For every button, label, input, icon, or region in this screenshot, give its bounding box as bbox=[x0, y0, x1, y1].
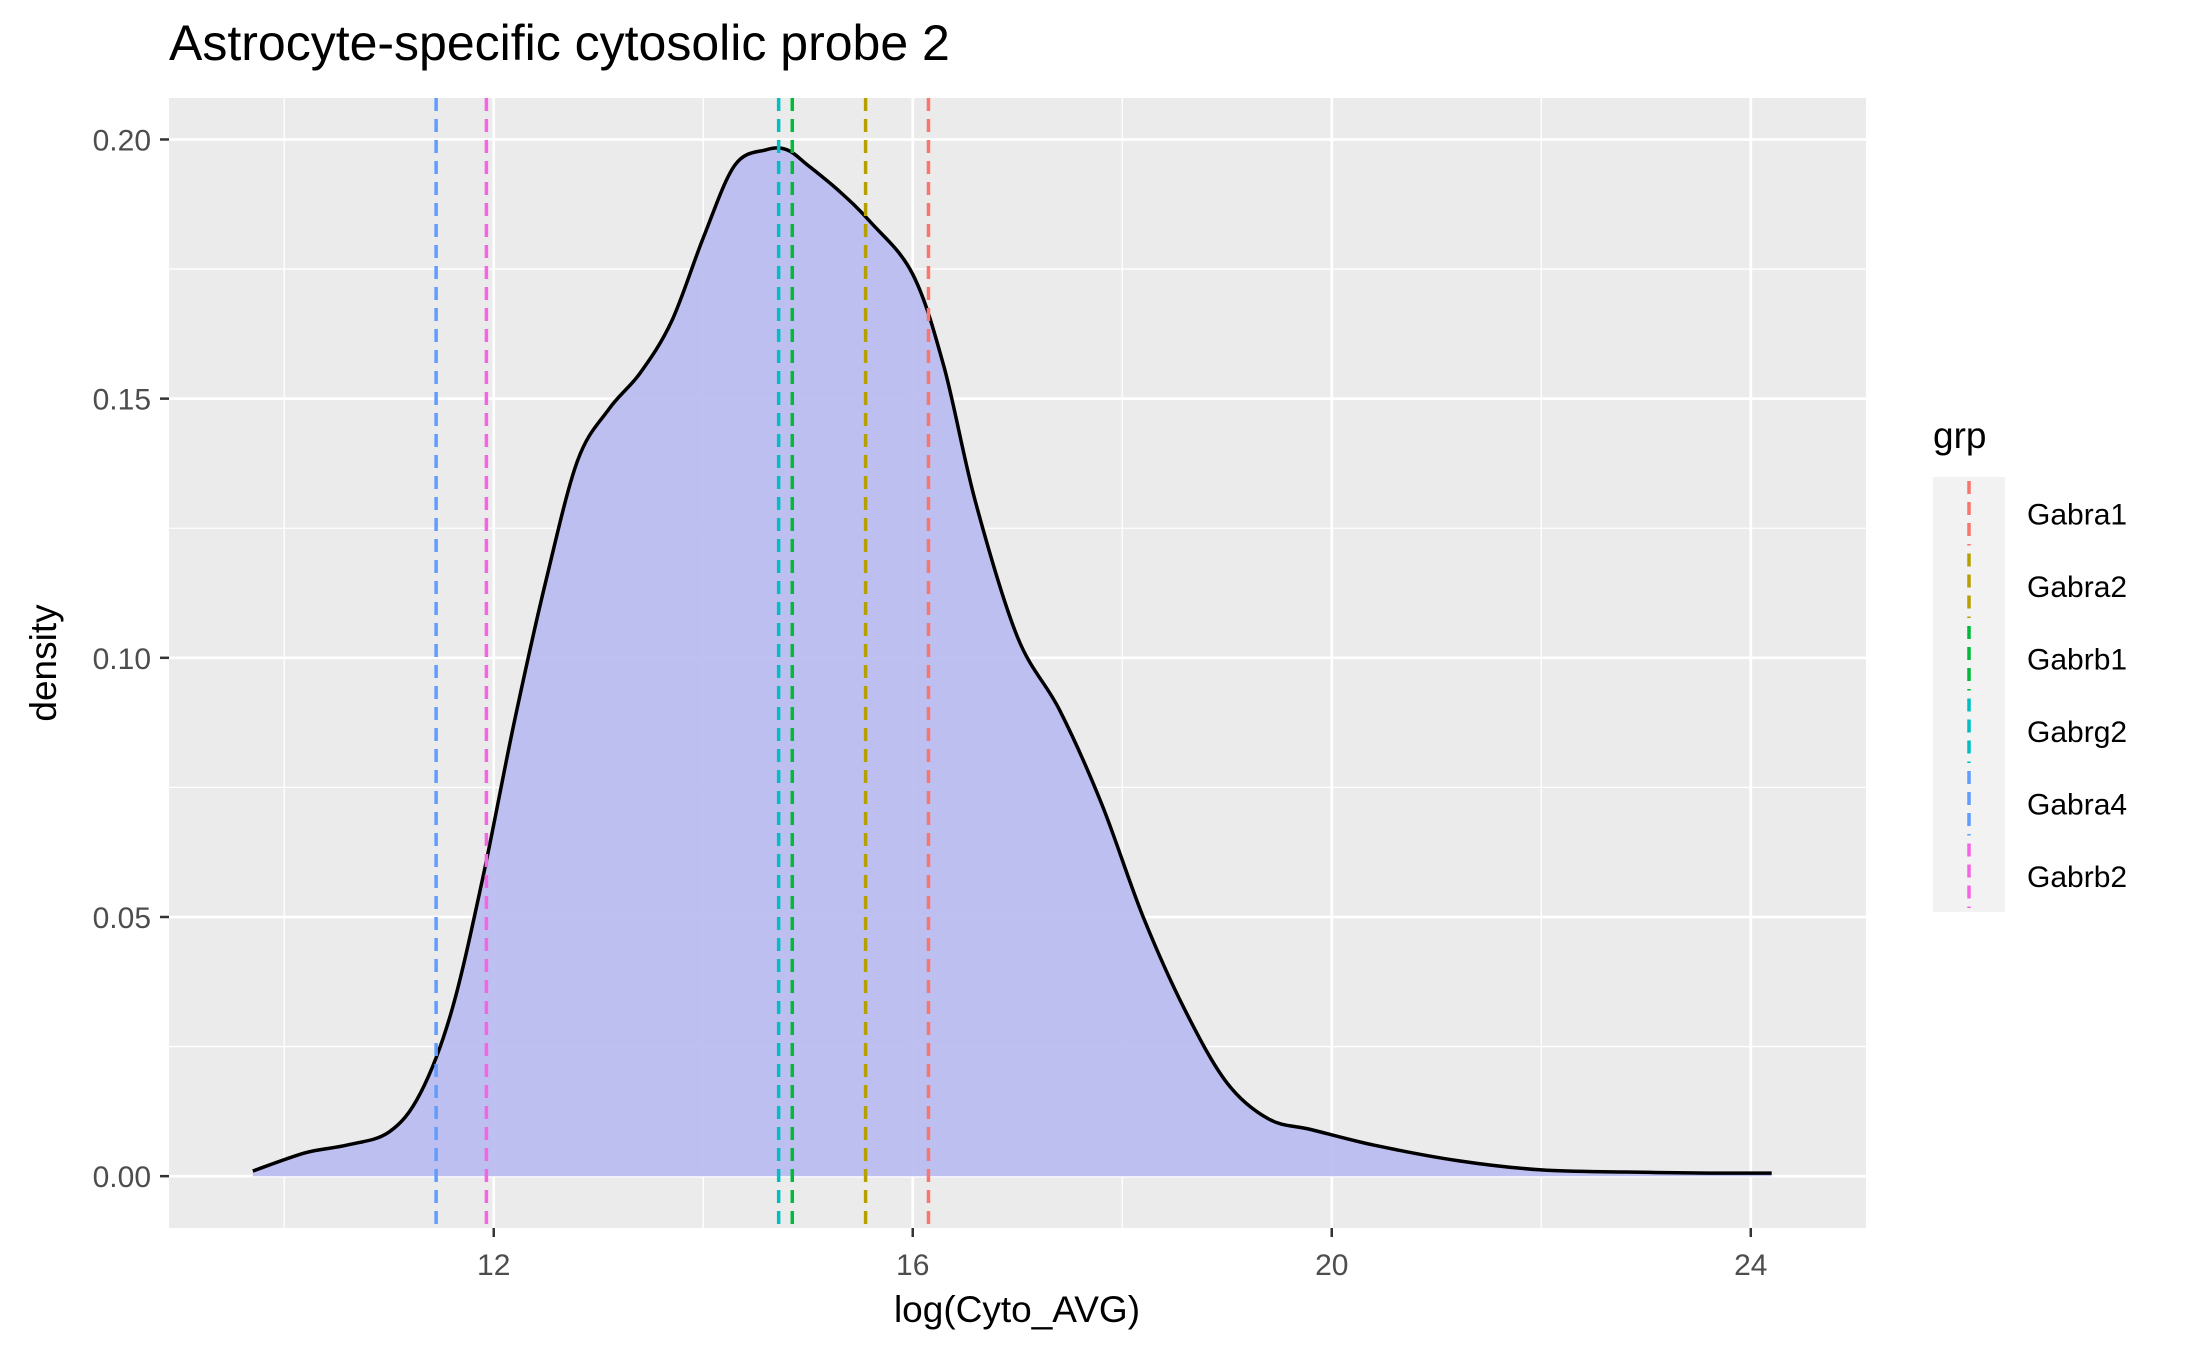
x-axis-title: log(Cyto_AVG) bbox=[894, 1289, 1140, 1330]
legend-title: grp bbox=[1933, 415, 1986, 456]
legend: grp Gabra1 Gabra2 Gabrb1 Gabrg2 Gabra4 Gabrb2 bbox=[1933, 415, 2127, 912]
legend-label-gabrg2: Gabrg2 bbox=[2027, 716, 2127, 749]
y-tick-label: 0.20 bbox=[93, 124, 151, 157]
legend-label-gabra1: Gabra1 bbox=[2027, 498, 2127, 531]
y-tick-label: 0.00 bbox=[93, 1161, 151, 1194]
density-area bbox=[252, 147, 1772, 1177]
legend-label-gabra4: Gabra4 bbox=[2027, 788, 2127, 821]
y-tick-label: 0.10 bbox=[93, 643, 151, 676]
density-layer bbox=[252, 146, 1772, 1177]
y-axis: 0.00 0.05 0.10 0.15 0.20 bbox=[93, 124, 169, 1194]
legend-keys: Gabra1 Gabra2 Gabrb1 Gabrg2 Gabra4 Gabrb2 bbox=[1933, 477, 2127, 912]
x-tick-label: 16 bbox=[896, 1249, 929, 1282]
x-tick-label: 12 bbox=[477, 1249, 510, 1282]
density-curve bbox=[252, 146, 1772, 1175]
y-tick-label: 0.05 bbox=[93, 902, 151, 935]
x-tick-label: 20 bbox=[1315, 1249, 1348, 1282]
legend-label-gabrb2: Gabrb2 bbox=[2027, 861, 2127, 894]
x-tick-label: 24 bbox=[1734, 1249, 1767, 1282]
y-axis-title: density bbox=[23, 604, 64, 722]
chart-title: Astrocyte-specific cytosolic probe 2 bbox=[169, 15, 950, 71]
y-tick-label: 0.15 bbox=[93, 384, 151, 417]
legend-label-gabra2: Gabra2 bbox=[2027, 571, 2127, 604]
legend-label-gabrb1: Gabrb1 bbox=[2027, 643, 2127, 676]
x-axis: 12 16 20 24 bbox=[477, 1228, 1767, 1282]
